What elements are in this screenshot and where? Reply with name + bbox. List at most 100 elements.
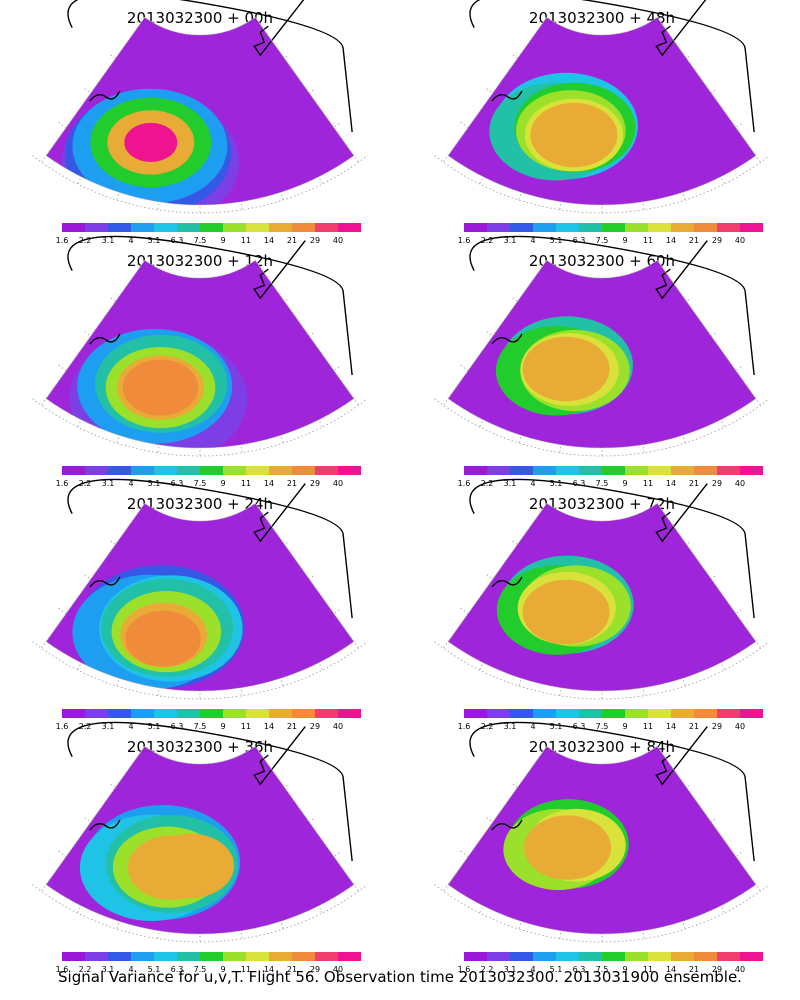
- colorbar-swatch: [602, 952, 625, 961]
- map-boundary: [45, 745, 355, 935]
- panel-title: 2013032300 + 84h: [529, 738, 675, 756]
- colorbar-swatch: [246, 952, 269, 961]
- colorbar-tick-label: 14: [264, 722, 274, 731]
- variance-field: [46, 746, 354, 934]
- colorbar-swatch: [625, 952, 648, 961]
- colorbar-tick-label: 1.6: [458, 965, 471, 974]
- colorbar-tick-label: 6.3: [171, 722, 184, 731]
- map-boundary: [447, 259, 757, 449]
- colorbar-swatch: [694, 709, 717, 718]
- colorbar-tick-label: 2.2: [481, 722, 494, 731]
- colorbar-tick-label: 11: [241, 965, 251, 974]
- variance-field: [448, 260, 756, 448]
- colorbar-tick-label: 5.1: [550, 479, 563, 488]
- colorbar-swatch: [315, 709, 338, 718]
- map-panel: 2013032300 + 84h 1.6 2.2 3.1 4 5.1 6.3 7.5 9 11 14…: [434, 721, 770, 974]
- colorbar-tick-label: 5.1: [148, 722, 161, 731]
- colorbar-tick-label: 9: [622, 236, 627, 245]
- colorbar-tick-label: 6.3: [573, 479, 586, 488]
- colorbar-swatch: [200, 466, 223, 475]
- colorbar-tick-label: 11: [241, 479, 251, 488]
- colorbar-tick-label: 1.6: [56, 722, 69, 731]
- colorbar: 1.6 2.2 3.1 4 5.1 6.3 7.5 9 11 14 21 29 40: [56, 223, 361, 245]
- colorbar-swatch: [154, 223, 177, 232]
- colorbar-swatch: [487, 466, 510, 475]
- colorbar-tick-label: 21: [287, 236, 297, 245]
- colorbar-tick-label: 14: [666, 965, 676, 974]
- colorbar-tick-label: 3.1: [102, 479, 115, 488]
- map-panel: 2013032300 + 00h 1.6 2.2 3.1 4 5.1 6.3 7.5 9 11 14…: [32, 0, 368, 245]
- colorbar-swatch: [246, 466, 269, 475]
- colorbar-swatch: [556, 952, 579, 961]
- colorbar-tick-label: 9: [622, 722, 627, 731]
- colorbar-swatch: [717, 466, 740, 475]
- colorbar-tick-label: 29: [712, 236, 722, 245]
- map-boundary: [45, 502, 355, 692]
- colorbar-swatch: [315, 952, 338, 961]
- panel-title: 2013032300 + 72h: [529, 495, 675, 513]
- colorbar-swatch: [108, 952, 131, 961]
- colorbar-swatch: [694, 466, 717, 475]
- colorbar-swatch: [740, 952, 763, 961]
- colorbar-tick-label: 14: [264, 965, 274, 974]
- colorbar-tick-label: 3.1: [504, 965, 517, 974]
- colorbar-tick-label: 5.1: [550, 236, 563, 245]
- colorbar-tick-label: 2.2: [481, 965, 494, 974]
- colorbar-tick-label: 40: [735, 965, 745, 974]
- colorbar-tick-label: 11: [643, 722, 653, 731]
- colorbar-swatch: [292, 709, 315, 718]
- colorbar-tick-label: 5.1: [148, 965, 161, 974]
- colorbar-swatch: [131, 709, 154, 718]
- colorbar-swatch: [648, 709, 671, 718]
- colorbar-tick-label: 2.2: [79, 479, 92, 488]
- variance-field: [448, 17, 756, 206]
- colorbar-tick-label: 2.2: [79, 965, 92, 974]
- colorbar-swatch: [62, 466, 85, 475]
- colorbar-swatch: [556, 223, 579, 232]
- panel-title: 2013032300 + 00h: [127, 9, 273, 27]
- colorbar-tick-label: 4: [128, 479, 133, 488]
- coastline: [469, 721, 755, 862]
- colorbar-swatch: [338, 952, 361, 961]
- colorbar-tick-label: 9: [622, 479, 627, 488]
- colorbar-tick-label: 7.5: [194, 722, 207, 731]
- map-boundary: [447, 502, 757, 692]
- colorbar-swatch: [464, 709, 487, 718]
- colorbar-tick-label: 40: [333, 479, 343, 488]
- colorbar-swatch: [154, 466, 177, 475]
- colorbar-tick-label: 40: [333, 236, 343, 245]
- colorbar-swatch: [464, 466, 487, 475]
- map-panel: 2013032300 + 36h 1.6 2.2 3.1 4 5.1 6.3 7.5 9 11 14…: [32, 721, 368, 974]
- colorbar-tick-label: 9: [220, 722, 225, 731]
- colorbar-tick-label: 3.1: [504, 236, 517, 245]
- colorbar-tick-label: 1.6: [56, 236, 69, 245]
- variance-contour: [124, 122, 178, 163]
- panels-group: 2013032300 + 00h 1.6 2.2 3.1 4 5.1 6.3 7.5 9 11 14…: [32, 0, 770, 974]
- colorbar-tick-label: 3.1: [102, 965, 115, 974]
- colorbar-swatch: [487, 223, 510, 232]
- colorbar-swatch: [177, 466, 200, 475]
- panel-title: 2013032300 + 36h: [127, 738, 273, 756]
- colorbar-tick-label: 9: [220, 479, 225, 488]
- colorbar-swatch: [223, 223, 246, 232]
- colorbar: 1.6 2.2 3.1 4 5.1 6.3 7.5 9 11 14 21 29 40: [56, 466, 361, 488]
- colorbar: 1.6 2.2 3.1 4 5.1 6.3 7.5 9 11 14 21 29 40: [458, 709, 763, 731]
- colorbar-swatch: [533, 223, 556, 232]
- colorbar-swatch: [292, 952, 315, 961]
- colorbar-tick-label: 29: [712, 965, 722, 974]
- map-panel: 2013032300 + 48h 1.6 2.2 3.1 4 5.1 6.3 7.5 9 11 14…: [434, 0, 770, 245]
- colorbar-swatch: [579, 223, 602, 232]
- colorbar-swatch: [694, 223, 717, 232]
- colorbar-tick-label: 2.2: [79, 722, 92, 731]
- colorbar-swatch: [246, 709, 269, 718]
- colorbar-swatch: [108, 466, 131, 475]
- colorbar-tick-label: 7.5: [194, 965, 207, 974]
- colorbar-tick-label: 14: [666, 479, 676, 488]
- colorbar-tick-label: 29: [310, 965, 320, 974]
- colorbar-tick-label: 5.1: [148, 236, 161, 245]
- colorbar-swatch: [62, 709, 85, 718]
- colorbar-swatch: [671, 223, 694, 232]
- colorbar-tick-label: 5.1: [550, 722, 563, 731]
- colorbar-tick-label: 40: [735, 479, 745, 488]
- colorbar-swatch: [510, 466, 533, 475]
